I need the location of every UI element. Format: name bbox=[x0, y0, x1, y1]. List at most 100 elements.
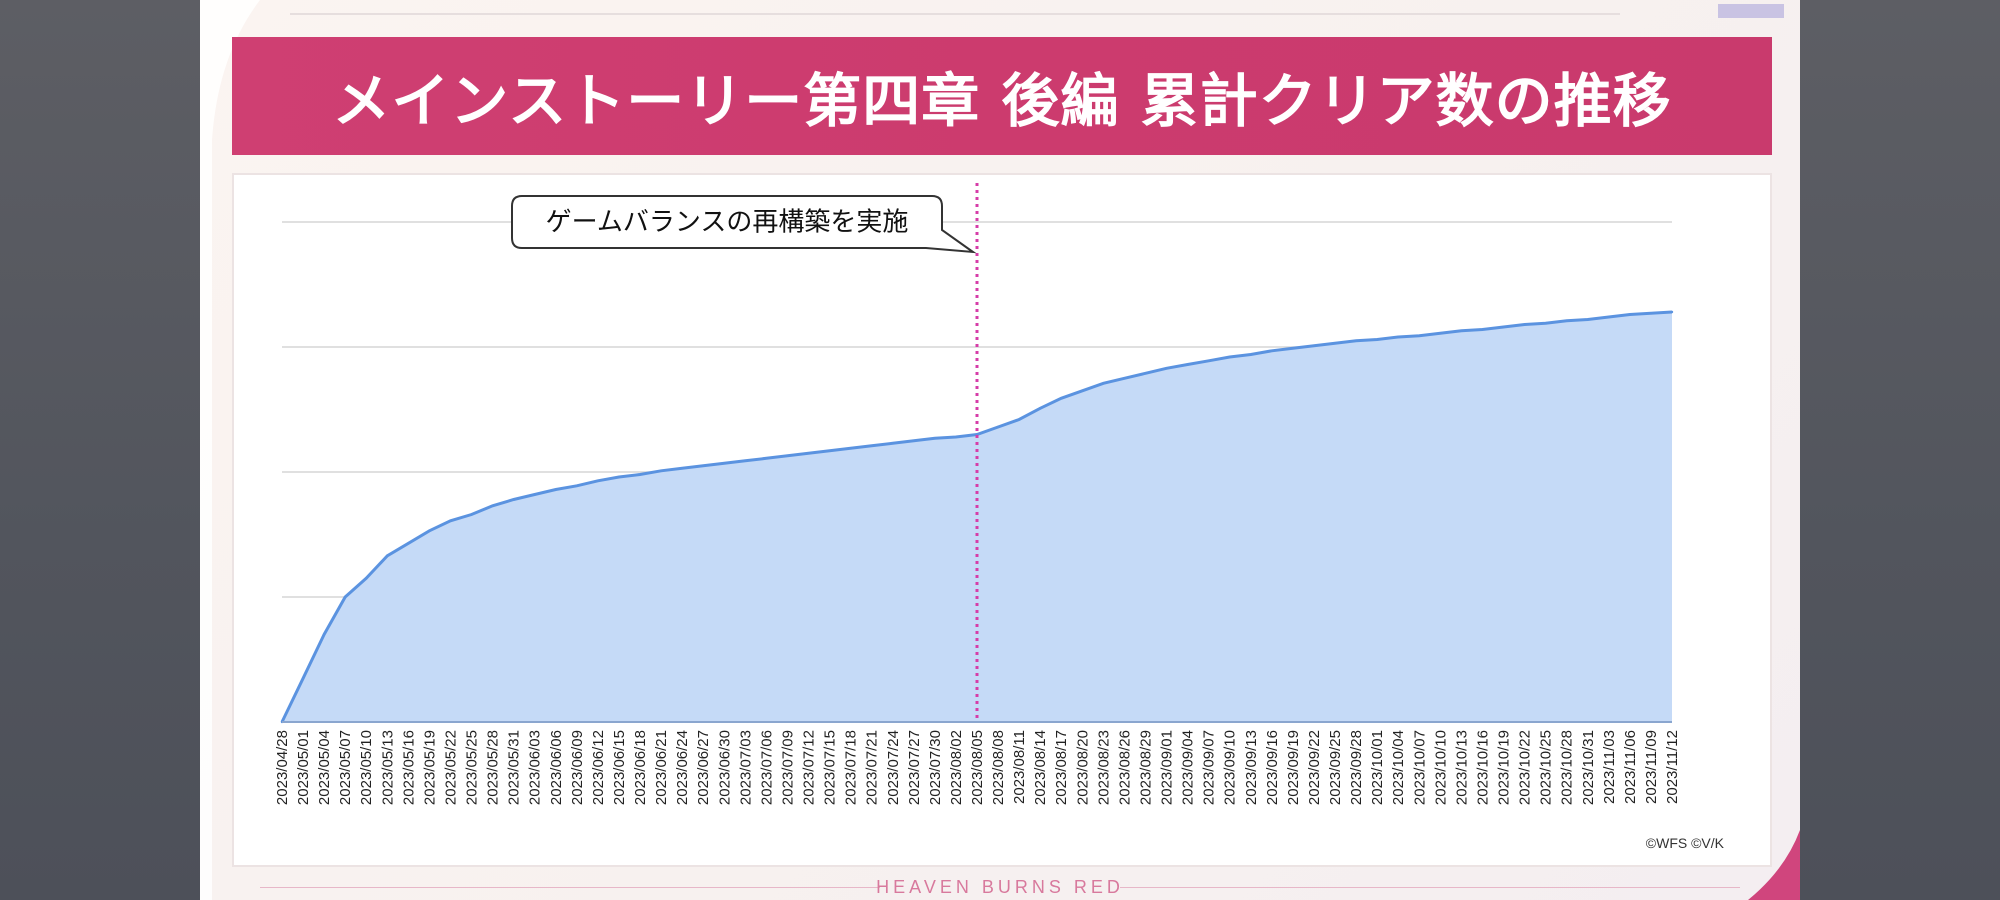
title-banner: メインストーリー第四章 後編 累計クリア数の推移 bbox=[232, 37, 1772, 155]
x-tick-label: 2023/10/07 bbox=[1411, 730, 1428, 805]
x-tick-label: 2023/07/15 bbox=[822, 730, 839, 805]
x-tick-label: 2023/04/28 bbox=[274, 730, 291, 805]
data-point bbox=[1607, 315, 1611, 319]
data-point bbox=[617, 475, 621, 479]
data-point bbox=[1397, 335, 1400, 339]
x-tick-label: 2023/06/30 bbox=[716, 730, 733, 805]
x-tick-label: 2023/10/31 bbox=[1580, 730, 1597, 805]
x-tick-label: 2023/07/03 bbox=[737, 730, 754, 805]
data-point bbox=[1144, 372, 1147, 375]
x-tick-label: 2023/07/27 bbox=[906, 730, 923, 805]
data-point bbox=[891, 442, 894, 445]
data-point bbox=[1312, 344, 1316, 347]
x-tick-label: 2023/06/03 bbox=[527, 730, 544, 805]
data-point bbox=[1165, 367, 1168, 370]
x-tick-label: 2023/07/06 bbox=[758, 730, 775, 805]
data-point bbox=[1375, 338, 1379, 341]
x-tick-label: 2023/06/21 bbox=[653, 730, 670, 805]
x-tick-label: 2023/09/22 bbox=[1306, 730, 1323, 805]
x-tick-label: 2023/07/12 bbox=[801, 730, 818, 805]
data-point bbox=[1586, 318, 1589, 321]
footer-divider bbox=[1120, 887, 1740, 888]
data-point bbox=[343, 595, 347, 599]
data-point bbox=[744, 459, 747, 462]
x-tick-label: 2023/11/12 bbox=[1664, 730, 1681, 804]
x-tick-label: 2023/05/01 bbox=[295, 730, 312, 805]
data-point bbox=[996, 425, 1000, 429]
x-tick-label: 2023/08/20 bbox=[1074, 730, 1091, 805]
data-point bbox=[554, 488, 557, 491]
x-tick-label: 2023/08/05 bbox=[969, 730, 986, 805]
x-tick-label: 2023/09/07 bbox=[1201, 730, 1218, 805]
data-point bbox=[1628, 313, 1632, 316]
x-tick-label: 2023/09/25 bbox=[1327, 730, 1344, 805]
annotation-label: ゲームバランスの再構築を実施 bbox=[546, 208, 909, 238]
x-tick-label: 2023/10/28 bbox=[1559, 730, 1576, 805]
x-tick-label: 2023/05/07 bbox=[337, 730, 354, 805]
data-point bbox=[1102, 382, 1105, 385]
x-tick-label: 2023/11/03 bbox=[1601, 730, 1618, 804]
x-tick-labels: 2023/04/28 2023/05/01 2023/05/04 2023/05/07… bbox=[274, 730, 1681, 805]
x-tick-label: 2023/07/21 bbox=[864, 730, 881, 805]
x-tick-label: 2023/07/09 bbox=[779, 730, 796, 805]
data-point bbox=[533, 493, 536, 496]
x-tick-label: 2023/10/01 bbox=[1369, 730, 1386, 805]
data-point bbox=[1249, 353, 1252, 356]
x-tick-label: 2023/08/02 bbox=[948, 730, 965, 805]
data-point bbox=[1333, 342, 1337, 345]
data-point bbox=[575, 484, 579, 487]
data-point bbox=[470, 513, 473, 516]
x-tick-label: 2023/05/22 bbox=[442, 730, 459, 805]
x-tick-label: 2023/10/19 bbox=[1496, 730, 1513, 805]
x-tick-label: 2023/09/13 bbox=[1243, 730, 1260, 805]
area-fill bbox=[282, 312, 1672, 722]
data-point bbox=[1523, 323, 1526, 326]
data-point bbox=[1460, 329, 1463, 332]
data-point bbox=[1186, 363, 1189, 366]
x-tick-label: 2023/05/10 bbox=[358, 730, 375, 805]
x-tick-label: 2023/10/16 bbox=[1474, 730, 1491, 805]
data-point bbox=[407, 542, 410, 545]
data-point bbox=[365, 577, 368, 580]
data-point bbox=[596, 479, 600, 482]
data-point bbox=[849, 447, 852, 450]
data-point bbox=[659, 469, 663, 472]
data-point bbox=[765, 457, 768, 460]
data-point bbox=[1081, 389, 1084, 392]
copyright: ©WFS ©V/K bbox=[1645, 835, 1724, 851]
x-tick-label: 2023/06/09 bbox=[569, 730, 586, 805]
data-point bbox=[680, 467, 684, 470]
data-point bbox=[1418, 334, 1421, 337]
slide-decoration bbox=[200, 0, 1800, 900]
x-tick-label: 2023/05/13 bbox=[379, 730, 396, 805]
x-tick-label: 2023/07/24 bbox=[885, 730, 902, 805]
data-point bbox=[912, 439, 916, 442]
data-point bbox=[954, 435, 958, 439]
data-point bbox=[828, 449, 831, 452]
data-point bbox=[1649, 312, 1653, 315]
data-point bbox=[1670, 310, 1674, 314]
x-tick-label: 2023/08/17 bbox=[1053, 730, 1070, 805]
data-point bbox=[322, 633, 326, 636]
x-tick-label: 2023/08/23 bbox=[1095, 730, 1112, 805]
x-tick-label: 2023/09/28 bbox=[1348, 730, 1365, 805]
x-tick-label: 2023/06/24 bbox=[674, 730, 691, 805]
data-point bbox=[1123, 377, 1126, 380]
data-point bbox=[1038, 407, 1042, 410]
data-point bbox=[1207, 359, 1210, 362]
x-tick-label: 2023/08/29 bbox=[1137, 730, 1154, 805]
data-point bbox=[933, 437, 937, 440]
x-tick-label: 2023/05/28 bbox=[485, 730, 502, 805]
data-point bbox=[702, 464, 705, 467]
data-point bbox=[1439, 332, 1442, 335]
x-tick-label: 2023/10/22 bbox=[1517, 730, 1534, 805]
data-points bbox=[280, 310, 1674, 724]
x-tick-label: 2023/06/15 bbox=[611, 730, 628, 805]
annotation-callout: ゲームバランスの再構築を実施 bbox=[511, 195, 977, 254]
data-point bbox=[1270, 349, 1274, 352]
data-point bbox=[386, 554, 389, 557]
x-tick-label: 2023/11/09 bbox=[1643, 730, 1660, 804]
x-tick-label: 2023/09/16 bbox=[1264, 730, 1281, 805]
data-point bbox=[638, 473, 642, 476]
x-tick-label: 2023/10/10 bbox=[1432, 730, 1449, 805]
